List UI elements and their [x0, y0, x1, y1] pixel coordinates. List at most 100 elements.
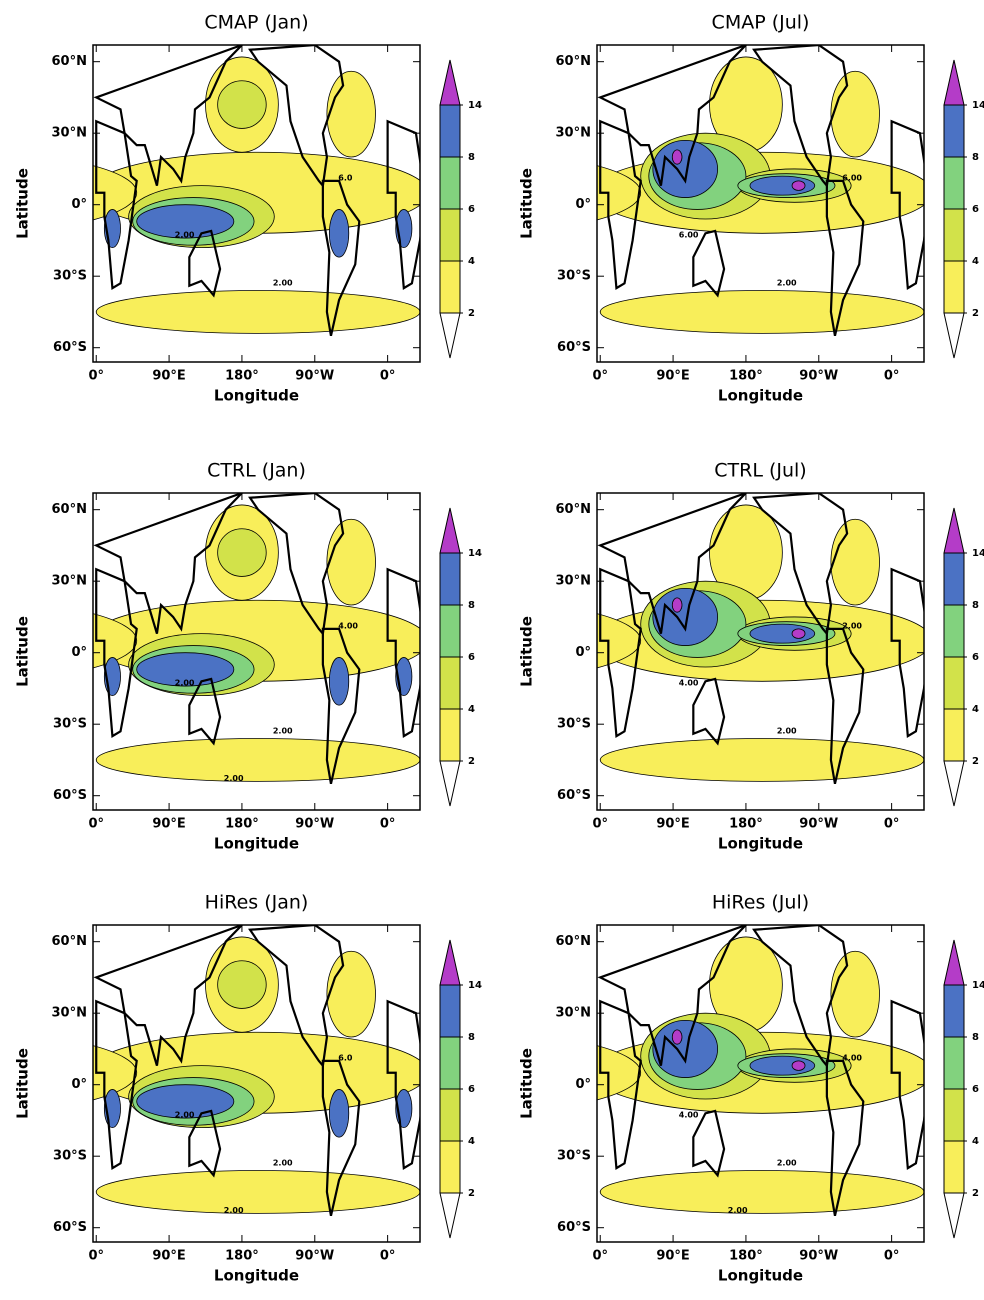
- precip-region: [652, 587, 719, 646]
- map-frame: [596, 44, 925, 363]
- coastline: [386, 119, 420, 290]
- precip-region: [791, 628, 806, 639]
- precip-region: [95, 1170, 420, 1214]
- coastline: [95, 119, 138, 290]
- colorbar-segment: [439, 156, 461, 210]
- y-tick-label: 60°S: [557, 340, 591, 355]
- colorbar-label: 4: [972, 1136, 979, 1147]
- precip-region: [652, 1019, 719, 1078]
- y-tick-label: 30°S: [53, 1149, 87, 1164]
- coastline: [93, 493, 243, 634]
- panel: 4.00 2.00 2.00 CTRL (Jul) 60°N 30°N 0° 30°S 60°S…: [518, 460, 984, 853]
- coastline: [599, 119, 642, 290]
- x-tick-label: 90°E: [152, 1249, 185, 1264]
- coastline: [752, 925, 849, 1069]
- map-area: 2.00 2.00 6.0 2.00: [93, 925, 420, 1242]
- colorbar-segment: [943, 604, 965, 658]
- y-axis-label: Latitude: [14, 168, 32, 239]
- map-frame: [596, 492, 925, 811]
- colorbar-high: [943, 939, 965, 986]
- x-tick-label: 0°: [88, 369, 104, 384]
- colorbar-segment: [943, 984, 965, 1038]
- colorbar-label: 2: [468, 756, 475, 767]
- colorbar-segment: [943, 1036, 965, 1090]
- x-tick-label: 180°: [729, 1249, 763, 1264]
- precip-region: [136, 652, 235, 687]
- x-tick-label: 0°: [884, 369, 900, 384]
- x-tick-label: 90°E: [656, 1249, 689, 1264]
- colorbar-high: [439, 59, 461, 106]
- contour-label: 2.00: [273, 278, 293, 287]
- colorbar-label: 8: [972, 152, 979, 163]
- colorbar-low: [439, 312, 461, 359]
- coastline: [386, 567, 420, 738]
- precip-region: [671, 1029, 683, 1045]
- map-frame: [596, 924, 925, 1243]
- precip-region: [830, 70, 880, 158]
- colorbar-label: 14: [972, 548, 984, 559]
- y-axis-label: Latitude: [14, 616, 32, 687]
- y-tick-label: 60°N: [52, 934, 87, 949]
- colorbar-segment: [943, 208, 965, 262]
- precip-region: [326, 518, 376, 606]
- colorbar-label: 6: [972, 1084, 979, 1095]
- y-tick-label: 60°N: [52, 54, 87, 69]
- precip-region: [326, 70, 376, 158]
- colorbar-label: 4: [468, 1136, 475, 1147]
- x-tick-label: 180°: [225, 1249, 259, 1264]
- y-tick-label: 30°N: [52, 574, 87, 589]
- coastline: [825, 627, 865, 785]
- colorbar-label: 2: [972, 308, 979, 319]
- colorbar-segment: [439, 1036, 461, 1090]
- x-tick-label: 0°: [380, 369, 396, 384]
- x-tick-label: 0°: [592, 369, 608, 384]
- map-frame: [92, 492, 421, 811]
- precip-region: [328, 209, 350, 258]
- map-area: 2.00 2.00 6.0: [93, 45, 420, 362]
- precip-region: [95, 738, 420, 782]
- precip-region: [95, 290, 420, 334]
- precip-region: [671, 597, 683, 613]
- x-tick-label: 0°: [592, 1249, 608, 1264]
- colorbar-segment: [943, 1088, 965, 1142]
- contour-label: 2.00: [777, 1158, 797, 1167]
- coastline: [321, 627, 361, 785]
- colorbar-label: 2: [468, 308, 475, 319]
- coastline: [597, 493, 747, 634]
- colorbar-label: 8: [972, 1032, 979, 1043]
- colorbar-high: [943, 59, 965, 106]
- colorbar-high: [943, 507, 965, 554]
- contour-label: 6.0: [338, 174, 353, 183]
- y-axis-label: Latitude: [518, 616, 536, 687]
- colorbar-label: 6: [972, 204, 979, 215]
- map-frame: [92, 44, 421, 363]
- x-axis-label: Longitude: [718, 387, 803, 405]
- y-tick-label: 60°N: [556, 54, 591, 69]
- contour-label: 2.00: [224, 774, 244, 783]
- panel-title: CTRL (Jul): [714, 460, 806, 482]
- x-tick-label: 90°E: [656, 817, 689, 832]
- coastline: [752, 45, 849, 189]
- colorbar-label: 8: [972, 600, 979, 611]
- colorbar-label: 8: [468, 152, 475, 163]
- x-tick-label: 90°E: [152, 369, 185, 384]
- y-tick-label: 60°S: [53, 1220, 87, 1235]
- colorbar-segment: [943, 104, 965, 158]
- x-tick-label: 90°W: [295, 1249, 334, 1264]
- precip-region: [671, 149, 683, 165]
- y-tick-label: 60°S: [557, 788, 591, 803]
- y-tick-label: 30°S: [53, 717, 87, 732]
- colorbar-low: [439, 760, 461, 807]
- y-tick-label: 0°: [575, 645, 591, 660]
- precip-region: [328, 657, 350, 706]
- colorbar-high: [439, 507, 461, 554]
- colorbar-segment: [439, 1088, 461, 1142]
- precip-region: [830, 950, 880, 1038]
- y-tick-label: 60°S: [53, 340, 87, 355]
- map-area: 4.00 2.00 4.00 2.00: [597, 925, 924, 1242]
- contour-label: 4.00: [842, 1054, 862, 1063]
- contour-label: 2.00: [273, 726, 293, 735]
- x-tick-label: 0°: [88, 1249, 104, 1264]
- colorbar-label: 6: [468, 652, 475, 663]
